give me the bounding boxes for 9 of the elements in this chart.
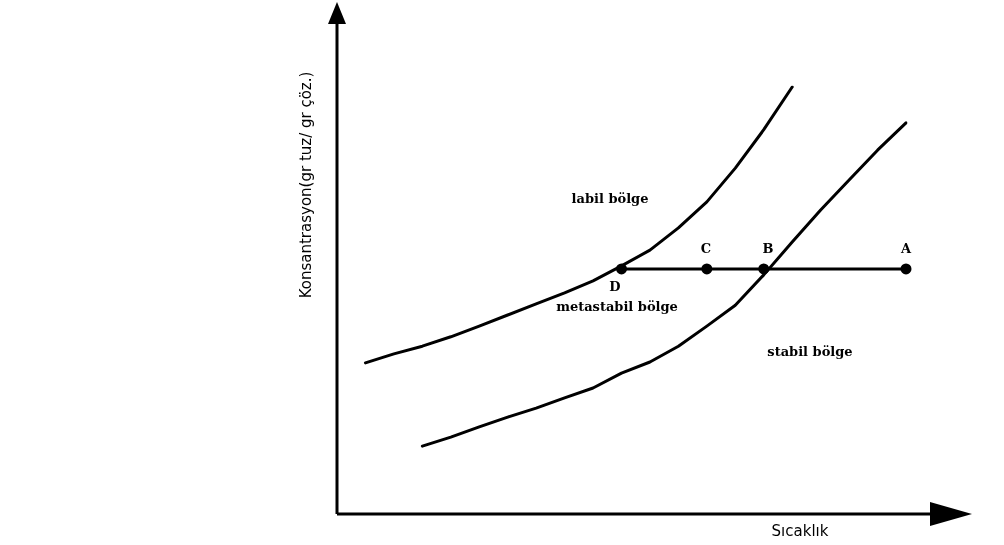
annotation: A bbox=[899, 241, 912, 257]
annotation: stabil bölge bbox=[767, 344, 853, 360]
annotation: labil bölge bbox=[571, 191, 649, 207]
annotation: D bbox=[609, 279, 621, 295]
annotation: C bbox=[700, 241, 712, 257]
x-axis-title: Sıcaklık bbox=[771, 521, 829, 540]
y-axis-title: Konsantrasyon(gr tuz/ gr çöz.) bbox=[296, 71, 315, 299]
annotation: B bbox=[762, 241, 774, 257]
annotation: metastabil bölge bbox=[556, 299, 678, 315]
